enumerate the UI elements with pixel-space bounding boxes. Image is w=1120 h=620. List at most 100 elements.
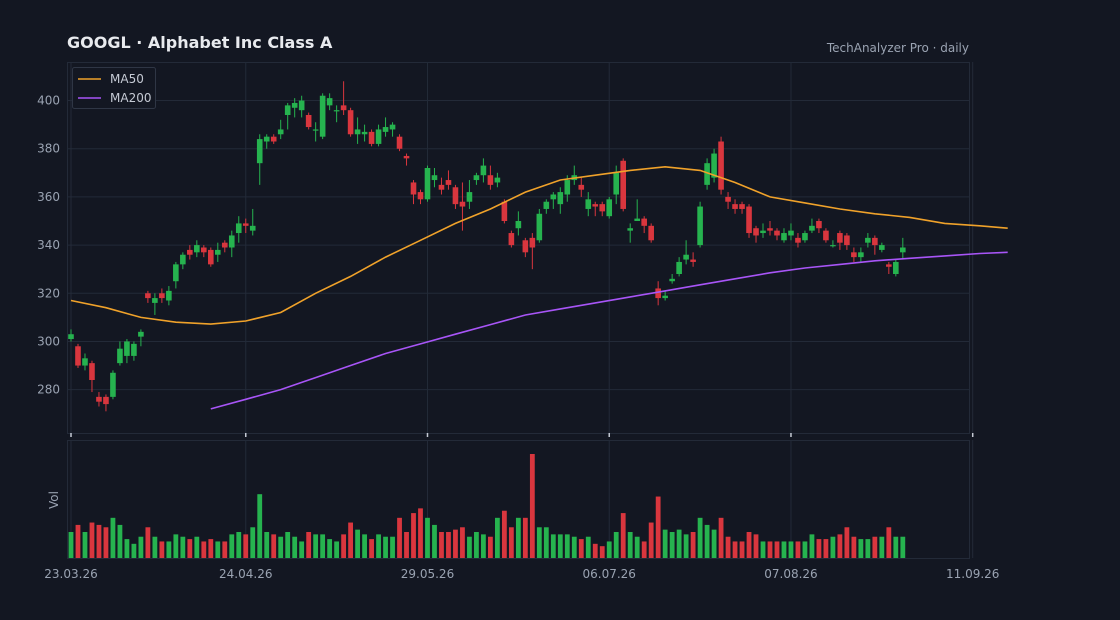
candle: [424, 165, 431, 202]
candle-body: [438, 184, 445, 190]
candle: [795, 233, 801, 248]
candle: [809, 218, 815, 234]
candle: [641, 216, 647, 234]
volume-bar: [627, 532, 633, 558]
candle-body: [900, 247, 906, 253]
candle-body: [298, 100, 305, 111]
candle: [529, 233, 536, 270]
candle: [522, 237, 529, 258]
volume-bar: [320, 534, 326, 558]
volume-bar: [292, 536, 298, 558]
candle-body: [662, 295, 668, 299]
volume-bar: [809, 534, 815, 558]
candle: [690, 252, 696, 267]
candle: [865, 233, 871, 248]
date-axis: 23.03.26 24.04.26 29.05.26 06.07.26 07.08.26…: [44, 433, 999, 581]
volume-bar: [404, 532, 409, 558]
candle: [389, 122, 396, 137]
candle: [375, 124, 382, 147]
candle: [103, 394, 109, 412]
volume-axis-label: Vol: [47, 491, 61, 509]
candle: [508, 230, 515, 248]
candle-body: [347, 110, 354, 135]
candle: [159, 288, 165, 303]
candle-body: [872, 237, 878, 246]
volume-bar: [327, 539, 333, 558]
volume-bar: [439, 532, 444, 558]
y-tick-label: 380: [37, 142, 60, 156]
volume-bar: [124, 539, 130, 558]
y-tick-label: 280: [37, 383, 60, 397]
volume-bar: [138, 536, 144, 558]
candle: [201, 245, 207, 258]
volume-bar: [662, 529, 668, 558]
volume-bar: [704, 524, 710, 558]
candle-body: [333, 110, 340, 112]
candle-body: [830, 245, 836, 247]
y-tick-label: 360: [37, 190, 60, 204]
candle: [634, 199, 640, 221]
candle-body: [263, 136, 270, 142]
candles: [68, 81, 906, 412]
chart-source-label: TechAnalyzer Pro · daily: [826, 41, 969, 55]
volume-bar: [460, 527, 465, 558]
candle: [627, 223, 633, 243]
candle-body: [613, 172, 620, 195]
candle: [221, 240, 228, 253]
candle-body: [75, 346, 81, 366]
candle: [82, 353, 88, 371]
candle: [438, 177, 445, 195]
volume-bar: [613, 532, 619, 558]
candle: [648, 223, 654, 243]
moving-averages: [70, 165, 1008, 410]
candle: [683, 240, 689, 265]
candle-body: [305, 115, 312, 128]
volume-bar: [110, 517, 116, 558]
volume-panel-frame: [67, 440, 970, 559]
volume-bar: [481, 534, 486, 558]
volume-bar: [194, 536, 200, 558]
volume-bar: [82, 532, 88, 558]
volume-bar: [795, 541, 801, 558]
candle: [96, 392, 102, 407]
candle: [592, 201, 599, 217]
candle: [837, 230, 843, 250]
candle-body: [194, 245, 200, 253]
candle-body: [145, 293, 151, 299]
volume-bar: [781, 541, 787, 558]
volume-bar: [858, 539, 864, 558]
candle: [445, 170, 452, 190]
candle-body: [173, 264, 179, 282]
candle: [466, 180, 473, 209]
volume-bar: [215, 541, 221, 558]
candle: [599, 201, 606, 217]
volume-bar: [89, 522, 95, 558]
chart-title: GOOGL · Alphabet Inc Class A: [67, 33, 333, 52]
volume-bar: [418, 508, 423, 558]
candle: [228, 230, 235, 258]
candle-body: [424, 168, 431, 200]
candle: [886, 261, 892, 274]
candle: [459, 182, 466, 231]
volume-bar: [788, 541, 794, 558]
candle: [480, 158, 487, 183]
candle-body: [228, 235, 235, 248]
candle: [431, 168, 438, 188]
candle-body: [256, 139, 263, 164]
candle-body: [690, 259, 696, 262]
candle: [333, 105, 340, 123]
candle: [124, 339, 130, 364]
candle-body: [893, 261, 899, 274]
candle: [256, 134, 263, 185]
volume-bar: [453, 529, 458, 558]
volume-bar: [96, 524, 102, 558]
volume-bar: [620, 513, 626, 558]
candle: [578, 177, 585, 197]
candle-body: [529, 237, 536, 248]
candle: [606, 196, 613, 219]
volume-bar: [543, 527, 549, 558]
volume-bar: [879, 536, 885, 558]
candle: [879, 242, 885, 253]
candle: [900, 237, 906, 260]
volume-bar: [285, 532, 291, 558]
